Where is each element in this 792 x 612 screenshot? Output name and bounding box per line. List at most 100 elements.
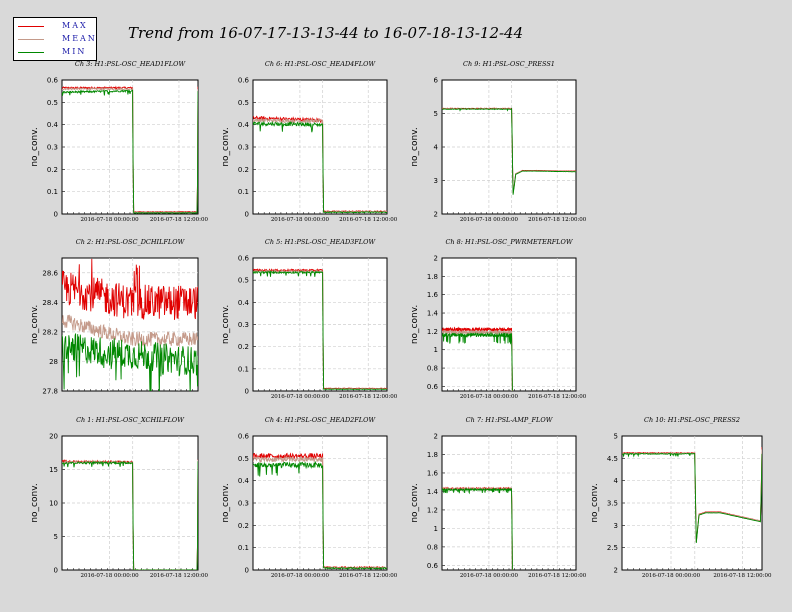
- series-line-max: [442, 326, 513, 391]
- plot-title: Ch 2: H1:PSL-OSC_DCHILFLOW: [76, 238, 186, 246]
- y-tick-label: 0.5: [238, 455, 249, 463]
- y-tick-label: 0: [245, 211, 249, 219]
- y-tick-label: 1.6: [427, 469, 439, 477]
- legend-swatch-mean: [18, 39, 44, 40]
- series-line-min: [622, 452, 762, 543]
- legend-swatch-max: [18, 26, 44, 27]
- y-tick-label: 1.6: [427, 291, 439, 299]
- series-line-min: [253, 120, 387, 214]
- y-axis-label: no_conv.: [590, 483, 600, 522]
- y-tick-label: 27.8: [42, 388, 58, 396]
- y-tick-label: 2: [434, 433, 438, 441]
- y-tick-label: 0.3: [238, 500, 249, 508]
- series-group: [442, 326, 513, 391]
- y-axis-label: no_conv.: [410, 305, 420, 344]
- series-group: [253, 115, 387, 214]
- y-tick-label: 0.8: [427, 543, 438, 551]
- y-tick-label: 0.1: [47, 188, 58, 196]
- series-group: [442, 486, 513, 570]
- y-tick-label: 0.1: [238, 188, 249, 196]
- y-tick-label: 0.2: [47, 166, 58, 174]
- x-tick-label: 2016-07-18 12:00:00: [150, 217, 209, 223]
- plot-title: Ch 1: H1:PSL-OSC_XCHILFLOW: [76, 416, 185, 424]
- series-line-min: [62, 333, 198, 391]
- series-line-max: [62, 258, 198, 320]
- y-tick-label: 5: [54, 533, 58, 541]
- page-title: Trend from 16-07-17-13-13-44 to 16-07-18…: [128, 24, 524, 42]
- y-tick-label: 4.5: [607, 455, 618, 463]
- y-tick-label: 28: [49, 358, 58, 366]
- plot-8: Ch 4: H1:PSL-OSC_HEAD2FLOW 0 0.1 0.2 0.3 0.4 0…: [221, 416, 398, 579]
- legend-label-mean: MEAN: [62, 34, 97, 43]
- y-tick-label: 3.5: [607, 500, 618, 508]
- plot-title: Ch 3: H1:PSL-OSC_HEAD1FLOW: [75, 60, 187, 68]
- series-line-mean: [253, 117, 387, 213]
- legend-swatch-min: [18, 52, 44, 53]
- x-tick-label: 2016-07-18 00:00:00: [460, 394, 519, 400]
- plot-title: Ch 10: H1:PSL-OSC_PRESS2: [644, 416, 740, 424]
- y-tick-label: 0.5: [47, 99, 58, 107]
- series-line-min: [62, 89, 198, 214]
- series-group: [442, 107, 576, 195]
- x-tick-label: 2016-07-18 12:00:00: [528, 394, 587, 400]
- series-group: [253, 268, 387, 390]
- series-group: [62, 85, 198, 214]
- series-line-min: [253, 270, 387, 390]
- plot-title: Ch 7: H1:PSL-AMP_FLOW: [466, 416, 554, 424]
- y-tick-label: 0.2: [238, 522, 249, 530]
- series-line-min: [442, 487, 513, 570]
- y-tick-label: 28.6: [42, 269, 58, 277]
- plot-3: Ch 9: H1:PSL-OSC_PRESS1 2 3 4 5 6 2016-07-18 0…: [410, 60, 587, 223]
- y-tick-label: 0: [54, 567, 58, 575]
- y-tick-label: 0.3: [238, 321, 249, 329]
- y-tick-label: 4: [434, 144, 439, 152]
- series-group: [622, 447, 762, 543]
- plot-area: [441, 257, 577, 392]
- y-axis-label: no_conv.: [30, 483, 40, 522]
- series-group: [253, 452, 387, 570]
- series-line-max: [253, 452, 387, 569]
- y-tick-label: 0: [54, 211, 58, 219]
- y-axis-label: no_conv.: [410, 483, 420, 522]
- y-tick-label: 0.3: [238, 144, 249, 152]
- x-tick-label: 2016-07-18 00:00:00: [271, 394, 330, 400]
- y-tick-label: 15: [49, 466, 58, 474]
- y-tick-label: 28.2: [42, 328, 58, 336]
- y-tick-label: 6: [434, 77, 439, 85]
- plot-6: Ch 8: H1:PSL-OSC_PWRMETERFLOW 0.6 0.8 1 1.2 1…: [410, 238, 587, 400]
- y-tick-label: 0.6: [427, 562, 439, 570]
- y-tick-label: 10: [49, 500, 58, 508]
- y-tick-label: 0.1: [238, 365, 249, 373]
- x-tick-label: 2016-07-18 12:00:00: [339, 217, 398, 223]
- series-line-min: [253, 460, 387, 570]
- legend-label-max: MAX: [62, 21, 88, 30]
- y-tick-label: 1.8: [427, 451, 438, 459]
- x-tick-label: 2016-07-18 12:00:00: [339, 573, 398, 579]
- x-tick-label: 2016-07-18 00:00:00: [81, 217, 140, 223]
- y-axis-label: no_conv.: [221, 127, 231, 166]
- y-tick-label: 0: [245, 388, 249, 396]
- plot-2: Ch 6: H1:PSL-OSC_HEAD4FLOW 0 0.1 0.2 0.3 0.4 0…: [221, 60, 398, 223]
- x-tick-label: 2016-07-18 12:00:00: [339, 394, 398, 400]
- y-tick-label: 0: [245, 567, 249, 575]
- y-tick-label: 0.5: [238, 277, 249, 285]
- x-tick-label: 2016-07-18 00:00:00: [460, 217, 519, 223]
- x-tick-label: 2016-07-18 12:00:00: [713, 573, 772, 579]
- series-line-mean: [442, 329, 513, 391]
- y-tick-label: 2: [614, 567, 618, 575]
- plot-5: Ch 5: H1:PSL-OSC_HEAD3FLOW 0 0.1 0.2 0.3 0.4 0…: [221, 238, 398, 400]
- plot-1: Ch 3: H1:PSL-OSC_HEAD1FLOW 0 0.1 0.2 0.3 0.4 0…: [30, 60, 209, 223]
- plot-9: Ch 7: H1:PSL-AMP_FLOW 0.6 0.8 1 1.2 1.4 1.6 1.8…: [410, 416, 587, 579]
- series-line-min: [442, 107, 576, 195]
- series-line-min: [62, 460, 198, 570]
- plot-7: Ch 1: H1:PSL-OSC_XCHILFLOW 0 5 10 15 20 2016-0…: [30, 416, 209, 579]
- plot-title: Ch 8: H1:PSL-OSC_PWRMETERFLOW: [445, 238, 573, 246]
- plot-area: [61, 257, 199, 392]
- y-axis-label: no_conv.: [410, 127, 420, 166]
- x-tick-label: 2016-07-18 00:00:00: [642, 573, 701, 579]
- y-tick-label: 0.4: [238, 477, 250, 485]
- y-tick-label: 2: [434, 211, 438, 219]
- chart-legend: MAX MEAN MIN: [13, 17, 97, 61]
- series-group: [62, 459, 198, 570]
- plot-4: Ch 2: H1:PSL-OSC_DCHILFLOW 27.8 28 28.2 28.4…: [30, 238, 199, 396]
